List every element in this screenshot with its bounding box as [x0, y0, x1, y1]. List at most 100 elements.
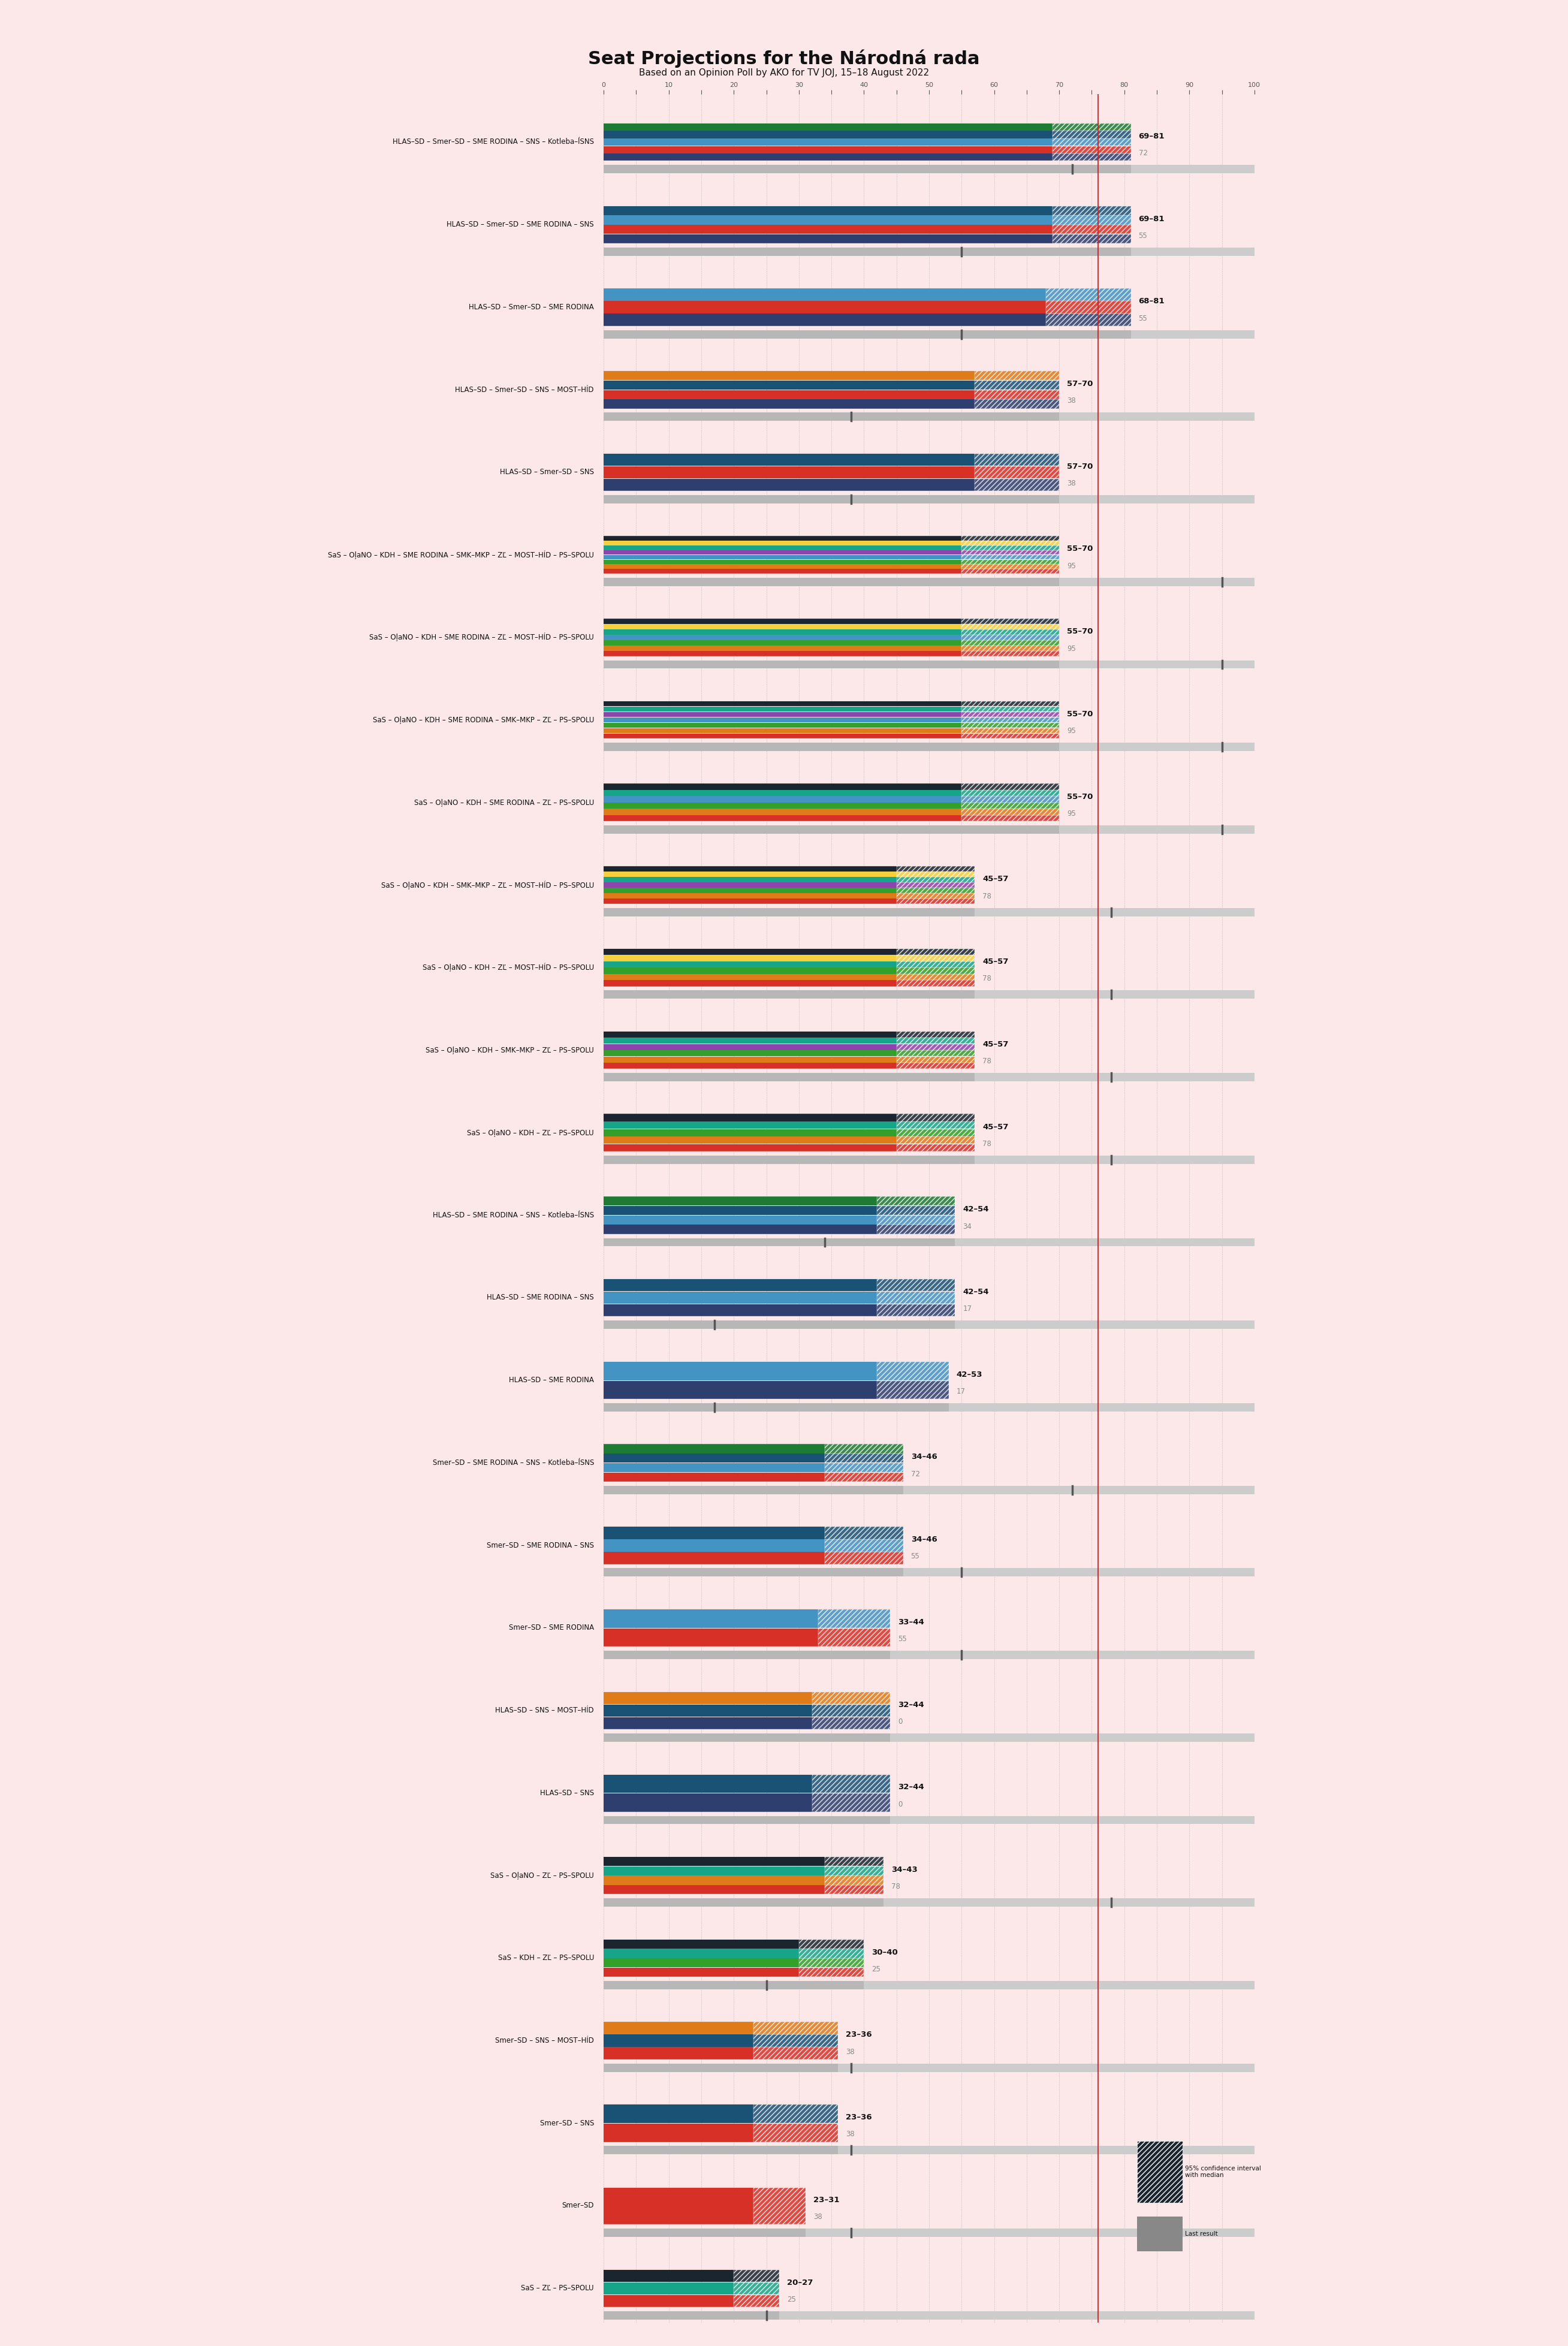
Text: Smer–SD – SME RODINA – SNS: Smer–SD – SME RODINA – SNS — [486, 1541, 594, 1548]
Text: Smer–SD: Smer–SD — [561, 2201, 594, 2210]
Bar — [604, 887, 897, 894]
Bar — [825, 1856, 883, 1865]
Text: Based on an Opinion Poll by AKO for TV JOJ, 15–18 August 2022: Based on an Opinion Poll by AKO for TV J… — [638, 68, 930, 77]
Bar — [604, 1121, 897, 1128]
Bar — [961, 814, 1060, 821]
Bar — [604, 216, 1052, 225]
Bar — [604, 744, 1060, 751]
Bar — [604, 556, 961, 558]
Text: 38: 38 — [845, 2130, 855, 2137]
Text: SaS – OļaNO – KDH – SME RODINA – SMK–MKP – ZĽ – PS–SPOLU: SaS – OļaNO – KDH – SME RODINA – SMK–MKP… — [373, 716, 594, 723]
Bar — [604, 948, 897, 955]
Text: 17: 17 — [963, 1304, 972, 1314]
Bar — [825, 1527, 903, 1539]
Text: 23–36: 23–36 — [845, 2114, 872, 2121]
Bar — [604, 1128, 897, 1135]
Text: HLAS–SD – Smer–SD – SNS: HLAS–SD – Smer–SD – SNS — [500, 469, 594, 476]
Bar — [604, 1063, 897, 1070]
Text: 72: 72 — [1138, 150, 1148, 157]
Text: Smer–SD – SME RODINA – SNS – Kotleba–ĺSNS: Smer–SD – SME RODINA – SNS – Kotleba–ĺSN… — [433, 1459, 594, 1466]
Text: 45–57: 45–57 — [983, 1124, 1008, 1131]
Bar — [604, 974, 897, 981]
Bar — [961, 734, 1060, 739]
Bar — [961, 624, 1060, 629]
Text: HLAS–SD – Smer–SD – SNS – MOST–HÍD: HLAS–SD – Smer–SD – SNS – MOST–HÍD — [455, 385, 594, 394]
Bar — [604, 1706, 812, 1717]
Bar — [604, 1816, 1254, 1825]
Text: 69–81: 69–81 — [1138, 216, 1165, 223]
Bar — [604, 877, 897, 882]
Bar — [604, 1717, 812, 1729]
Bar — [604, 1816, 891, 1825]
Text: HLAS–SD – SME RODINA – SNS – Kotleba–ĺSNS: HLAS–SD – SME RODINA – SNS – Kotleba–ĺSN… — [433, 1211, 594, 1220]
Bar — [753, 2189, 806, 2224]
Bar — [604, 624, 961, 629]
Bar — [604, 1239, 955, 1246]
Text: 45–57: 45–57 — [983, 875, 1008, 882]
Text: HLAS–SD – SME RODINA: HLAS–SD – SME RODINA — [510, 1377, 594, 1384]
Bar — [975, 389, 1060, 399]
Bar — [753, 2022, 837, 2034]
Bar — [1046, 300, 1131, 314]
Text: 45–57: 45–57 — [983, 957, 1008, 967]
Bar — [825, 1553, 903, 1565]
Bar — [604, 495, 1060, 504]
Bar — [961, 645, 1060, 650]
Bar — [604, 706, 961, 711]
Bar — [604, 1539, 825, 1551]
Bar — [753, 2104, 837, 2123]
Bar — [961, 711, 1060, 718]
Bar — [604, 659, 1254, 669]
Bar — [604, 138, 1052, 145]
Text: HLAS–SD – SME RODINA – SNS: HLAS–SD – SME RODINA – SNS — [486, 1293, 594, 1302]
Bar — [975, 399, 1060, 408]
Bar — [604, 544, 961, 549]
Bar — [604, 802, 961, 809]
Text: 38: 38 — [845, 2048, 855, 2055]
Bar — [604, 2022, 753, 2034]
Bar — [818, 1628, 891, 1647]
Bar — [812, 1691, 891, 1703]
Bar — [604, 1553, 825, 1565]
Text: 34: 34 — [963, 1222, 972, 1229]
Bar — [604, 795, 961, 802]
Bar — [604, 1403, 1254, 1412]
Bar — [897, 981, 975, 985]
Bar — [604, 371, 975, 380]
Text: 57–70: 57–70 — [1066, 380, 1093, 387]
Text: 25: 25 — [872, 1966, 881, 1973]
Bar — [604, 2229, 1254, 2236]
Bar — [604, 145, 1052, 152]
Text: 42–54: 42–54 — [963, 1206, 989, 1213]
Bar — [877, 1361, 949, 1379]
Bar — [604, 164, 1254, 174]
Bar — [604, 1527, 825, 1539]
Bar — [604, 1403, 949, 1412]
Bar — [604, 814, 961, 821]
Text: Smer–SD – SME RODINA: Smer–SD – SME RODINA — [508, 1623, 594, 1633]
Bar — [604, 577, 1060, 586]
Bar — [825, 1886, 883, 1893]
Text: Smer–SD – SNS – MOST–HÍD: Smer–SD – SNS – MOST–HÍD — [495, 2036, 594, 2043]
Bar — [604, 1293, 877, 1304]
Bar — [897, 1114, 975, 1121]
Bar — [604, 152, 1052, 162]
Bar — [604, 1792, 812, 1811]
Text: 55: 55 — [1138, 232, 1148, 239]
Bar — [604, 1037, 897, 1044]
Bar — [604, 899, 897, 903]
Bar — [604, 399, 975, 408]
Bar — [897, 948, 975, 955]
Text: SaS – KDH – ZĽ – PS–SPOLU: SaS – KDH – ZĽ – PS–SPOLU — [497, 1954, 594, 1961]
Bar — [975, 479, 1060, 490]
Bar — [961, 570, 1060, 575]
Bar — [604, 1157, 1254, 1164]
Bar — [897, 866, 975, 870]
Bar — [1052, 225, 1131, 235]
Bar — [604, 826, 1254, 833]
Text: Last result: Last result — [1185, 2231, 1218, 2236]
Bar — [604, 1734, 891, 1741]
Text: 55–70: 55–70 — [1066, 544, 1093, 554]
Text: 32–44: 32–44 — [898, 1701, 924, 1708]
Text: 38: 38 — [1066, 396, 1076, 406]
